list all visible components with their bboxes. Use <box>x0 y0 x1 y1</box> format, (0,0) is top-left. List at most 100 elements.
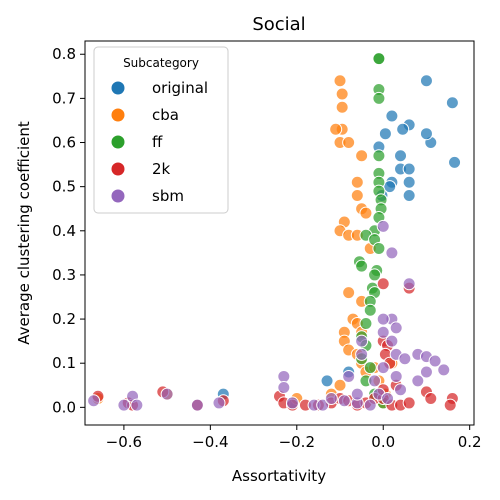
legend-label-2k: 2k <box>152 160 171 178</box>
data-point-ff <box>372 149 386 163</box>
data-point-original <box>402 188 416 202</box>
x-tick-label: −0.6 <box>106 433 142 451</box>
data-point-sbm <box>385 246 399 260</box>
data-point-ff <box>372 52 386 66</box>
data-point-sbm <box>337 394 351 408</box>
data-point-ff <box>363 303 377 317</box>
data-point-ff <box>363 361 377 375</box>
legend-box <box>93 46 229 214</box>
data-point-sbm <box>160 387 174 401</box>
legend-label-ff: ff <box>152 133 163 151</box>
plot-area <box>87 52 462 412</box>
legend-label-sbm: sbm <box>152 187 184 205</box>
data-point-ff <box>368 268 382 282</box>
data-point-2k <box>443 398 457 412</box>
data-point-sbm <box>376 325 390 339</box>
data-point-sbm <box>428 354 442 368</box>
y-axis-ticks: 0.0 0.1 0.2 0.3 0.4 0.5 0.6 0.7 0.8 <box>52 45 85 416</box>
data-point-original <box>402 175 416 189</box>
data-point-ff <box>372 241 386 255</box>
data-point-original <box>402 162 416 176</box>
data-point-sbm <box>394 383 408 397</box>
x-tick-label: −0.2 <box>279 433 315 451</box>
data-point-sbm <box>398 352 412 366</box>
data-point-sbm <box>355 347 369 361</box>
y-tick-label: 0.5 <box>52 178 76 196</box>
data-point-cba <box>350 175 364 189</box>
legend-label-cba: cba <box>152 106 179 124</box>
data-point-2k <box>376 277 390 291</box>
data-point-2k <box>424 392 438 406</box>
data-point-sbm <box>381 392 395 406</box>
data-point-sbm <box>285 396 299 410</box>
y-tick-label: 0.6 <box>52 134 76 152</box>
y-tick-label: 0.3 <box>52 266 76 284</box>
y-tick-label: 0.0 <box>52 398 76 416</box>
legend-marker-sbm <box>110 188 126 204</box>
legend-label-original: original <box>152 79 208 97</box>
data-point-original <box>385 109 399 123</box>
axes-frame <box>84 40 475 426</box>
chart-title: Social <box>252 14 305 35</box>
y-tick-label: 0.1 <box>52 354 76 372</box>
data-point-cba <box>335 100 349 114</box>
y-tick-label: 0.7 <box>52 89 76 107</box>
data-point-sbm <box>130 398 144 412</box>
data-point-ff <box>359 316 373 330</box>
legend-marker-2k <box>110 161 126 177</box>
data-point-sbm <box>385 334 399 348</box>
data-point-original <box>394 149 408 163</box>
data-point-original <box>448 155 462 169</box>
legend-marker-original <box>110 80 126 96</box>
data-point-original <box>396 122 410 136</box>
data-point-sbm <box>277 380 291 394</box>
x-axis-label: Assortativity <box>232 467 326 485</box>
legend-title: Subcategory <box>123 56 199 70</box>
data-point-sbm <box>411 374 425 388</box>
data-point-cba <box>355 149 369 163</box>
data-point-cba <box>350 188 364 202</box>
data-point-sbm <box>87 394 101 408</box>
legend-marker-ff <box>110 134 126 150</box>
data-point-sbm <box>368 374 382 388</box>
y-tick-label: 0.2 <box>52 310 76 328</box>
data-point-cba <box>342 136 356 150</box>
data-point-original <box>419 74 433 88</box>
data-point-cba <box>342 286 356 300</box>
data-point-sbm <box>402 277 416 291</box>
data-point-sbm <box>342 369 356 383</box>
series-sbm <box>87 219 451 412</box>
data-point-sbm <box>355 334 369 348</box>
data-point-sbm <box>376 361 390 375</box>
data-point-sbm <box>324 392 338 406</box>
data-point-sbm <box>389 369 403 383</box>
legend: Subcategory original cba ff 2k sbm <box>93 46 229 214</box>
data-point-sbm <box>190 398 204 412</box>
y-tick-label: 0.4 <box>52 222 76 240</box>
data-point-sbm <box>419 365 433 379</box>
data-point-original <box>320 374 334 388</box>
data-point-sbm <box>212 396 226 410</box>
data-point-original <box>378 127 392 141</box>
data-point-ff <box>355 259 369 273</box>
data-point-original <box>445 96 459 110</box>
x-axis-ticks: −0.6 −0.4 −0.2 0.0 0.2 <box>106 425 482 451</box>
data-point-ff <box>372 91 386 105</box>
data-point-cba <box>329 122 343 136</box>
data-point-cba <box>333 74 347 88</box>
data-point-sbm <box>350 387 364 401</box>
data-point-sbm <box>376 219 390 233</box>
data-point-sbm <box>316 398 330 412</box>
y-axis-label: Average clustering coefficient <box>15 121 33 345</box>
data-point-cba <box>335 87 349 101</box>
series-original <box>216 74 462 410</box>
data-point-sbm <box>376 312 390 326</box>
x-tick-label: −0.4 <box>192 433 228 451</box>
x-tick-label: 0.0 <box>371 433 395 451</box>
data-point-2k <box>402 396 416 410</box>
y-tick-label: 0.8 <box>52 45 76 63</box>
legend-marker-cba <box>110 107 126 123</box>
x-tick-label: 0.2 <box>458 433 482 451</box>
data-point-cba <box>333 378 347 392</box>
